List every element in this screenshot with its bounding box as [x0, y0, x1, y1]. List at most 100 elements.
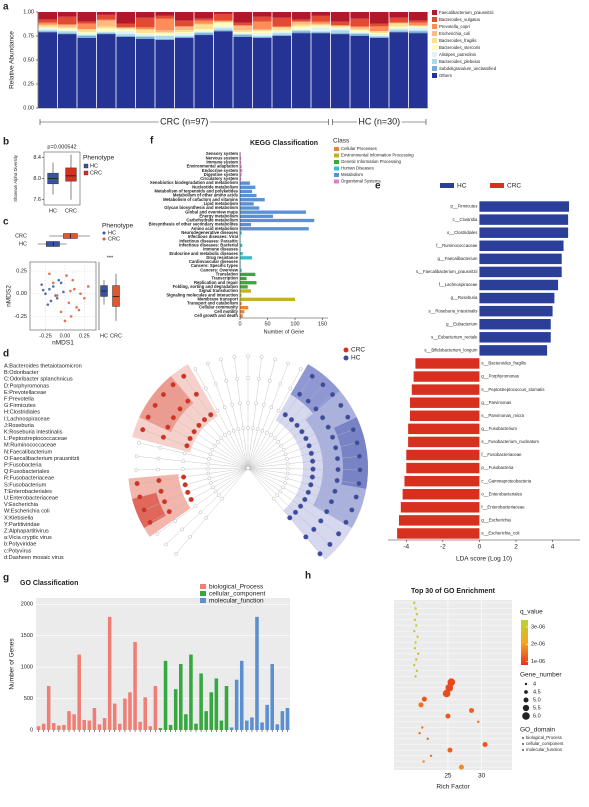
branch	[247, 363, 289, 469]
bar	[240, 169, 243, 173]
box	[112, 285, 120, 307]
legend-size	[523, 697, 529, 703]
key-item: D:Porphyromonas	[4, 383, 49, 389]
bar-segment	[96, 14, 116, 20]
colorbar	[521, 620, 528, 665]
node	[297, 391, 303, 397]
bar-segment	[96, 33, 116, 35]
bar-segment	[233, 35, 253, 37]
bar	[107, 616, 112, 730]
branch	[247, 416, 348, 469]
legend-label: 6.0	[533, 713, 541, 719]
bar-segment	[311, 23, 331, 25]
bar-segment	[369, 26, 389, 32]
branch	[136, 467, 249, 471]
key-item: a:Vicia cryptic virus	[4, 535, 52, 541]
pathway-label: Folding, sorting and degradation	[173, 284, 239, 289]
node	[206, 466, 210, 471]
x-tick-label: CRC	[65, 208, 77, 214]
bar-segment	[155, 35, 175, 36]
node	[201, 417, 208, 423]
bar-segment	[38, 22, 58, 25]
bar-segment	[155, 36, 175, 39]
bar-segment	[77, 37, 97, 108]
x-tick-label: 25	[444, 773, 452, 780]
panel-label: g	[3, 573, 9, 584]
legend-label: cellular_component	[209, 590, 266, 597]
key-item: T:Enterobacteriales	[4, 489, 52, 495]
bar	[240, 210, 306, 214]
bar-segment	[311, 12, 331, 16]
bar	[397, 528, 480, 539]
legend-swatch	[432, 73, 437, 78]
node	[356, 481, 362, 487]
bar	[72, 714, 76, 730]
bar	[240, 198, 265, 202]
point	[469, 708, 475, 713]
bar-segment	[272, 27, 292, 31]
branch	[247, 467, 359, 484]
pathway-label: Environmental adaptation	[187, 164, 239, 169]
node	[287, 515, 293, 521]
legend-size	[524, 690, 528, 694]
legend-label: 5.0	[533, 697, 541, 703]
node	[208, 452, 213, 457]
bar-segment	[330, 25, 350, 28]
panel-label: e	[375, 181, 381, 192]
clade-highlight	[139, 376, 194, 433]
point	[413, 618, 417, 622]
chart-title: KEGG Classification	[250, 140, 318, 147]
plot-bg	[29, 261, 97, 331]
bar	[479, 266, 562, 278]
key-item: C:Odoribacter splanchnicus	[4, 377, 73, 383]
node	[285, 457, 289, 461]
bar	[255, 616, 259, 730]
node	[177, 406, 183, 412]
bar	[240, 310, 245, 314]
node	[324, 509, 330, 515]
point	[48, 272, 51, 276]
bar	[240, 206, 260, 210]
point	[429, 754, 433, 758]
bar-segment	[155, 32, 175, 34]
legend-swatch	[334, 153, 339, 158]
bar-segment	[389, 32, 409, 108]
y-axis-title: Number of Genes	[9, 638, 16, 690]
bar-segment	[135, 38, 155, 108]
taxon-label: s__Parvimonas_micra	[481, 413, 524, 418]
legend-size	[524, 682, 528, 686]
pathway-label: Cardiovascular diseases	[189, 259, 239, 264]
bar-segment	[96, 26, 116, 29]
bar-segment	[291, 26, 311, 30]
node	[283, 481, 287, 485]
legend-swatch	[522, 749, 524, 751]
bar-segment	[174, 37, 194, 108]
point	[442, 689, 451, 698]
key-item: I:Lachnospiraceae	[4, 416, 50, 422]
pathway-label: Lipid metabolism	[204, 201, 239, 206]
bar-segment	[311, 24, 331, 26]
node	[354, 440, 360, 446]
bar	[408, 423, 480, 435]
key-item: W:Escherichia coli	[4, 509, 50, 515]
key-item: N:Faecalibacterium	[4, 449, 53, 455]
bar-segment	[233, 25, 253, 31]
panel-label: h	[305, 571, 311, 582]
legend-label: Bacteroides_stercoris	[439, 45, 480, 50]
node	[207, 476, 212, 481]
node	[140, 427, 146, 433]
legend-label: 4	[533, 681, 536, 687]
bar	[240, 177, 242, 181]
bar-segment	[77, 33, 97, 36]
node	[162, 499, 168, 505]
bar-segment	[272, 30, 292, 32]
bar	[87, 720, 92, 730]
bar	[270, 664, 274, 730]
key-item: Z:Alphapartitivirus	[4, 528, 49, 534]
point	[458, 764, 464, 770]
bar-segment	[38, 31, 58, 33]
branch	[247, 467, 347, 523]
key-item: L:Peptostreptococcaceae	[4, 436, 67, 442]
point	[416, 635, 419, 639]
